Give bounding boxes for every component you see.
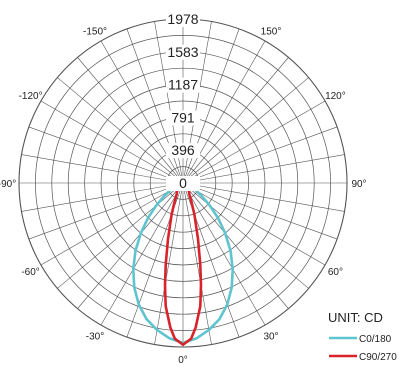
ring-label-bg: [166, 110, 200, 126]
ring-label: 791: [171, 109, 195, 125]
grid-spoke: [182, 57, 289, 184]
grid-spoke: [182, 182, 345, 212]
grid-spoke: [21, 182, 184, 212]
angle-label: -60°: [21, 267, 39, 278]
angle-label: 120°: [325, 91, 346, 102]
axis-labels: 0 396 791 1187 1583 1978 0° 30° -30° 60° -60° 90° -9…: [0, 11, 367, 366]
ring-label-bg: [166, 176, 200, 191]
grid-spoke: [77, 182, 184, 309]
grid-spoke: [182, 182, 338, 240]
legend-label: C90/270: [359, 352, 397, 363]
grid-spoke: [182, 182, 326, 266]
angle-label: 0°: [178, 355, 188, 366]
angle-label: 30°: [263, 331, 278, 342]
angle-label: -90°: [0, 179, 16, 190]
grid-spoke: [100, 182, 184, 326]
grid-spoke: [77, 57, 184, 184]
grid-spoke: [40, 182, 184, 266]
angle-label: -30°: [86, 331, 104, 342]
ring-label: 396: [171, 142, 195, 158]
grid-spoke: [182, 182, 289, 309]
grid-spoke: [182, 182, 212, 345]
ring-label-bg: [166, 143, 200, 159]
grid-spoke: [28, 126, 184, 184]
grid-spoke: [28, 182, 184, 240]
ring-label: 1187: [168, 77, 198, 93]
grid-spoke: [57, 77, 184, 184]
grid-spoke: [182, 40, 266, 184]
grid-spoke: [182, 126, 338, 184]
angle-label: 60°: [328, 267, 343, 278]
grid-spoke: [182, 154, 345, 184]
angle-label: 150°: [261, 27, 282, 38]
legend: UNIT: CD C0/180 C90/270: [328, 310, 397, 363]
grid-spoke: [40, 100, 184, 184]
ring-label: 1978: [167, 11, 198, 27]
angle-label: -120°: [19, 91, 43, 102]
angle-label: -150°: [83, 27, 107, 38]
ring-label-bg: [166, 77, 200, 93]
ring-label-bg: [166, 44, 200, 60]
grid-spoke: [100, 40, 184, 184]
ring-label-bg: [166, 12, 200, 27]
grid-spoke: [21, 154, 184, 184]
unit-label: UNIT: CD: [328, 310, 383, 325]
grid-spoke: [182, 100, 326, 184]
legend-label: C0/180: [359, 334, 392, 345]
ring-label: 0: [179, 175, 187, 191]
angle-label: 90°: [351, 179, 366, 190]
grid-spoke: [154, 182, 184, 345]
grid-spoke: [182, 182, 266, 326]
grid-spoke: [182, 77, 309, 184]
ring-label: 1583: [167, 44, 198, 60]
